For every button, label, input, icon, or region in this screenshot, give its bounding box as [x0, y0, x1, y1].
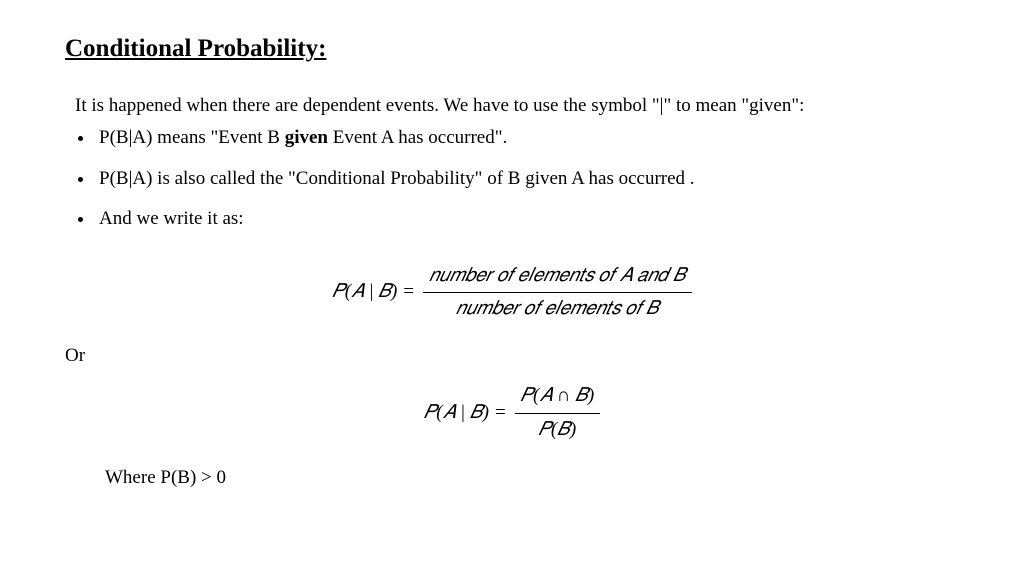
- bullet-list: P(B|A) means "Event B given Event A has …: [95, 124, 959, 234]
- bullet-text-bold: given: [285, 127, 328, 148]
- fraction-numerator: 𝑛𝑢𝑚𝑏𝑒𝑟 𝑜𝑓 𝑒𝑙𝑒𝑚𝑒𝑛𝑡𝑠 𝑜𝑓 𝐴 𝑎𝑛𝑑 𝐵: [423, 262, 692, 294]
- bullet-text-post: Event A has occurred".: [328, 127, 507, 148]
- formula-conditional-prob: 𝑃(𝐴 | 𝐵) = 𝑃(𝐴 ∩ 𝐵) 𝑃(𝐵): [65, 382, 959, 444]
- fraction-denominator: 𝑃(𝐵): [515, 414, 601, 445]
- section-title: Conditional Probability:: [65, 30, 959, 68]
- or-separator: Or: [65, 342, 959, 371]
- list-item: P(B|A) is also called the "Conditional P…: [95, 165, 959, 194]
- formula-conditional-elements: 𝑃(𝐴 | 𝐵) = 𝑛𝑢𝑚𝑏𝑒𝑟 𝑜𝑓 𝑒𝑙𝑒𝑚𝑒𝑛𝑡𝑠 𝑜𝑓 𝐴 𝑎𝑛𝑑 𝐵…: [65, 262, 959, 324]
- list-item: P(B|A) means "Event B given Event A has …: [95, 124, 959, 153]
- bullet-text-pre: P(B|A) means "Event B: [99, 127, 285, 148]
- fraction-numerator: 𝑃(𝐴 ∩ 𝐵): [515, 382, 601, 414]
- fraction: 𝑛𝑢𝑚𝑏𝑒𝑟 𝑜𝑓 𝑒𝑙𝑒𝑚𝑒𝑛𝑡𝑠 𝑜𝑓 𝐴 𝑎𝑛𝑑 𝐵 𝑛𝑢𝑚𝑏𝑒𝑟 𝑜𝑓 …: [423, 262, 692, 324]
- where-clause: Where P(B) > 0: [105, 464, 959, 493]
- fraction: 𝑃(𝐴 ∩ 𝐵) 𝑃(𝐵): [515, 382, 601, 444]
- formula-lhs: 𝑃(𝐴 | 𝐵) =: [424, 399, 515, 428]
- formula-lhs: 𝑃(𝐴 | 𝐵) =: [332, 278, 423, 307]
- intro-paragraph: It is happened when there are dependent …: [75, 92, 959, 121]
- page-body: Conditional Probability: It is happened …: [0, 0, 1024, 523]
- list-item: And we write it as:: [95, 205, 959, 234]
- fraction-denominator: 𝑛𝑢𝑚𝑏𝑒𝑟 𝑜𝑓 𝑒𝑙𝑒𝑚𝑒𝑛𝑡𝑠 𝑜𝑓 𝐵: [423, 293, 692, 324]
